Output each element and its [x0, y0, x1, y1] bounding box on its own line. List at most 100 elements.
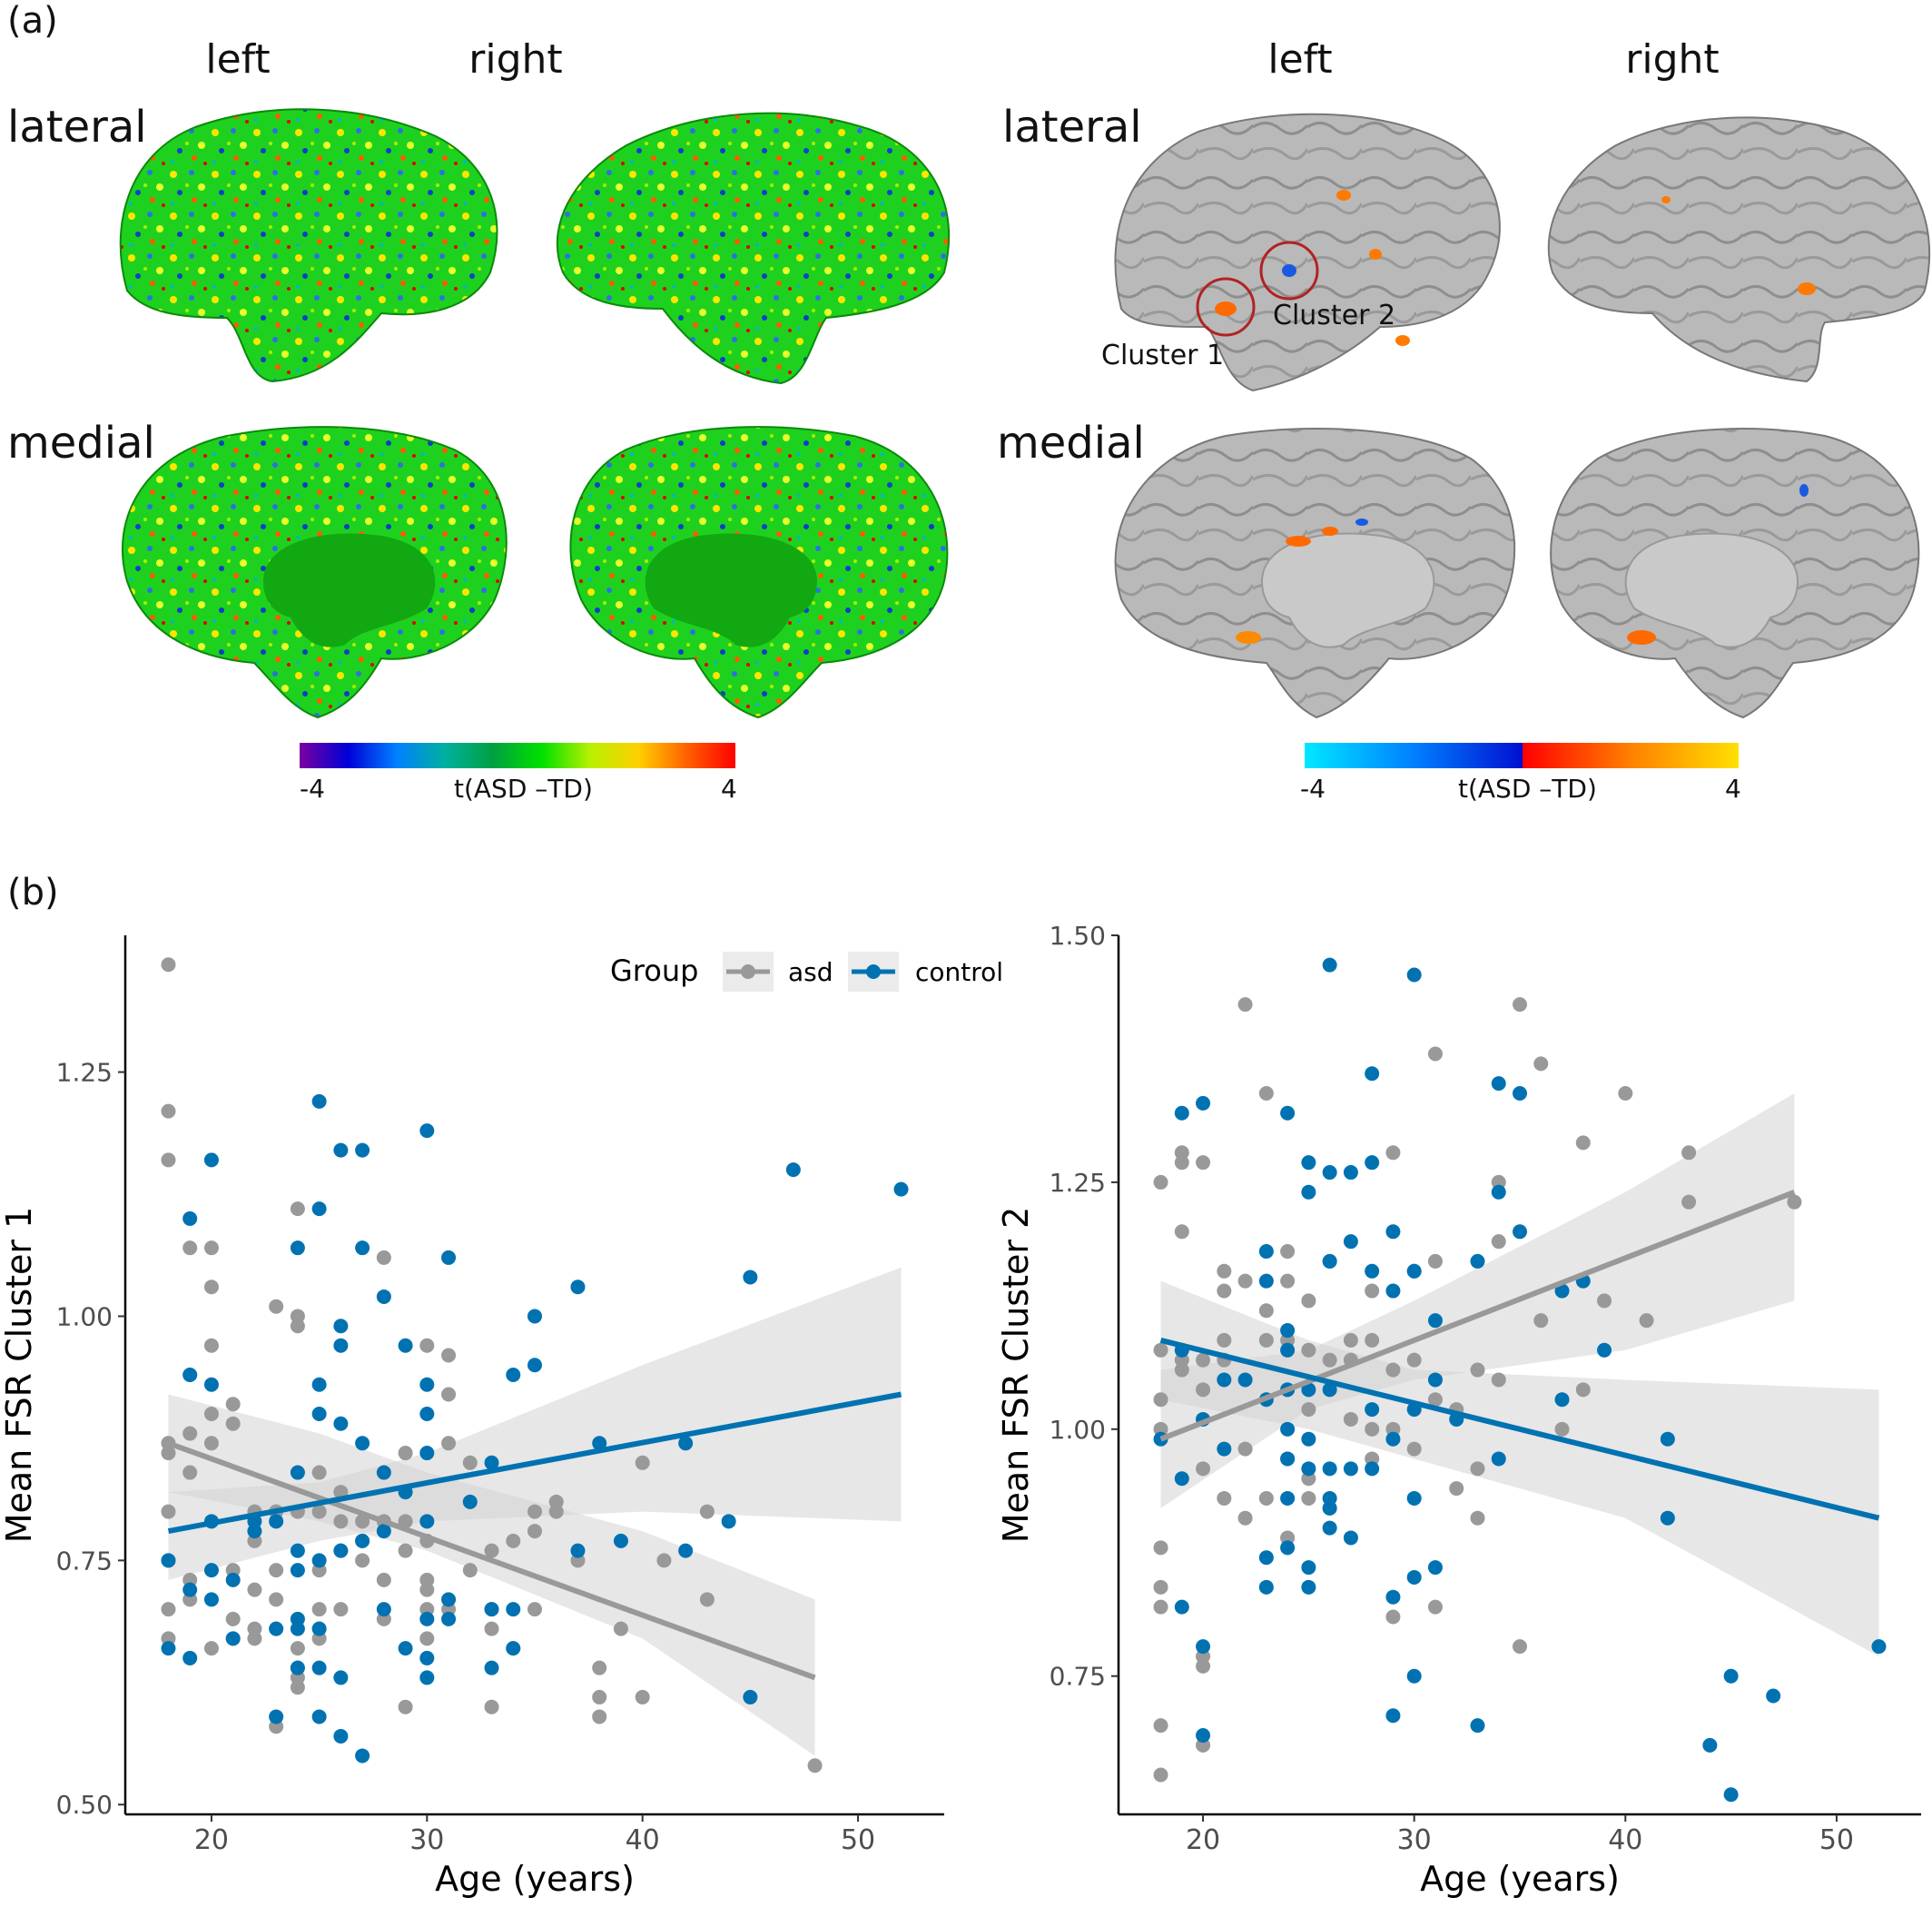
point-control [613, 1533, 628, 1548]
point-control [1301, 1461, 1316, 1477]
point-asd [247, 1582, 262, 1597]
point-control [333, 1416, 349, 1431]
hemi-right-label-2: right [1625, 36, 1720, 83]
plot-cluster1: 0.50 0.75 1.00 1.25 20 30 40 50 Age (years) Mean … [0, 935, 944, 1899]
point-asd [1217, 1490, 1232, 1506]
point-control [1513, 1086, 1527, 1102]
point-asd [1365, 1421, 1380, 1437]
point-control [1597, 1342, 1612, 1358]
point-asd [441, 1348, 457, 1363]
point-control [1365, 1461, 1380, 1477]
point-control [484, 1602, 499, 1617]
legend-control-dot [866, 964, 881, 979]
point-control [441, 1250, 457, 1265]
point-control [1723, 1787, 1739, 1803]
brain-right-medial [569, 426, 949, 719]
point-asd [376, 1250, 391, 1265]
point-control [1280, 1323, 1296, 1339]
point-control [1343, 1234, 1358, 1250]
point-asd [225, 1397, 241, 1412]
colorbar-right-min: -4 [1300, 774, 1326, 804]
point-control [1406, 1490, 1422, 1506]
point-asd [1174, 1155, 1189, 1171]
hemi-right-label: right [468, 36, 563, 83]
point-asd [161, 957, 176, 973]
point-control [1280, 1342, 1296, 1358]
point-asd [161, 1152, 176, 1168]
point-asd [1365, 1332, 1380, 1348]
point-asd [225, 1611, 241, 1626]
point-asd [290, 1641, 305, 1656]
point-control [1427, 1372, 1443, 1388]
x-axis-label: Age (years) [1420, 1859, 1620, 1899]
y-tick-label: 0.50 [56, 1790, 113, 1820]
point-control [1385, 1708, 1401, 1724]
point-control [1174, 1471, 1189, 1487]
point-asd [1470, 1461, 1485, 1477]
point-control [419, 1446, 435, 1461]
brain-maps [119, 108, 1931, 719]
point-asd [527, 1602, 542, 1617]
point-control [355, 1436, 370, 1451]
point-control [419, 1377, 435, 1392]
point-control [1301, 1184, 1316, 1200]
point-control [333, 1728, 349, 1744]
point-control [743, 1689, 758, 1704]
point-control [182, 1582, 198, 1597]
point-asd [1196, 1461, 1211, 1477]
cluster2-circle [1259, 241, 1319, 301]
point-asd [1470, 1510, 1485, 1526]
point-control [1196, 1639, 1211, 1655]
point-control [290, 1621, 305, 1636]
ci-band-control [168, 1267, 902, 1580]
point-asd [203, 1240, 219, 1256]
legend-control-label: control [915, 957, 1003, 987]
point-control [506, 1641, 521, 1656]
point-control [1258, 1579, 1274, 1595]
point-control [311, 1621, 327, 1636]
point-asd [1153, 1579, 1168, 1595]
point-asd [1237, 997, 1253, 1013]
brain-right-block-left-medial [1114, 428, 1516, 719]
point-control [203, 1592, 219, 1607]
row-lateral-label: lateral [7, 102, 147, 153]
point-asd [462, 1563, 478, 1578]
point-control [225, 1572, 241, 1587]
x-tick-label: 50 [1819, 1824, 1854, 1856]
point-control [182, 1210, 198, 1226]
point-asd [1533, 1313, 1549, 1329]
point-asd [527, 1524, 542, 1539]
point-control [1322, 1500, 1337, 1516]
point-asd [1153, 1392, 1168, 1408]
point-control [311, 1201, 327, 1217]
point-control [1385, 1224, 1401, 1240]
point-asd [161, 1504, 176, 1519]
point-control [1554, 1283, 1570, 1299]
point-asd [592, 1689, 607, 1704]
colorbar-left-title: t(ASD –TD) [454, 774, 593, 804]
point-control [1301, 1155, 1316, 1171]
point-control [1513, 1224, 1527, 1240]
point-asd [161, 1602, 176, 1617]
point-asd [1513, 1639, 1527, 1655]
point-asd [1174, 1224, 1189, 1240]
point-control [290, 1240, 305, 1256]
x-tick-label: 40 [626, 1824, 660, 1856]
point-asd [1639, 1313, 1654, 1329]
point-control [203, 1563, 219, 1578]
point-control [290, 1563, 305, 1578]
cluster1-circle [1196, 277, 1256, 337]
point-control [311, 1377, 327, 1392]
point-control [1217, 1372, 1232, 1388]
point-control [1406, 1263, 1422, 1279]
point-control [419, 1123, 435, 1139]
point-control [1196, 1095, 1211, 1111]
point-control [678, 1543, 694, 1558]
hemi-left-label: left [205, 36, 271, 83]
point-asd [311, 1504, 327, 1519]
point-asd [1406, 1352, 1422, 1368]
point-asd [1237, 1510, 1253, 1526]
point-control [398, 1338, 413, 1353]
point-control [333, 1142, 349, 1158]
point-asd [1196, 1658, 1211, 1674]
